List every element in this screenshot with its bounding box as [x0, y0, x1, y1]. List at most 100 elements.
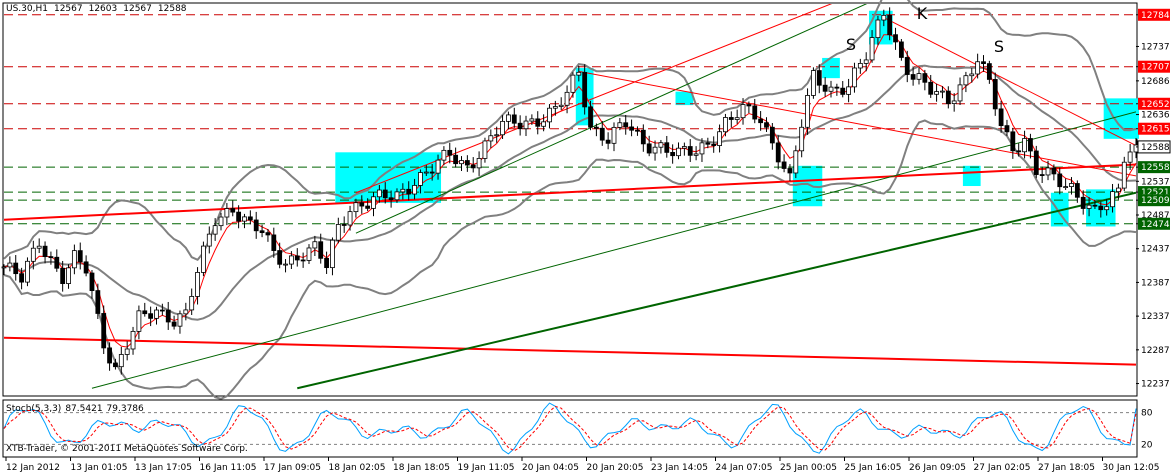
bollinger-bands — [3, 0, 1137, 400]
highlight-zone — [335, 152, 442, 203]
price-tick-label: 12537 — [1141, 177, 1170, 187]
candle-body — [154, 309, 159, 319]
price-tick-label: 12487 — [1141, 211, 1170, 221]
candle-body — [494, 134, 500, 137]
candle-body — [811, 70, 816, 96]
candle-body — [60, 267, 66, 284]
candle-body — [277, 250, 283, 265]
time-axis: 12 Jan 2012 13 Jan 01:05 13 Jan 17:05 16 Ja… — [5, 457, 1159, 473]
candle-body — [1092, 204, 1098, 207]
candle-body — [576, 71, 582, 76]
candle-body — [19, 273, 24, 283]
stoch-signal-value: 79.3786 — [106, 404, 144, 414]
candle-body — [48, 256, 54, 259]
candle-body — [36, 245, 42, 249]
head-label: K — [917, 4, 928, 23]
candle-body — [136, 310, 142, 332]
candle-body — [740, 104, 746, 119]
candle-body — [893, 34, 898, 43]
price-tick-label: 12737 — [1141, 42, 1170, 52]
time-tick-label: 24 Jan 07:05 — [716, 463, 773, 473]
candle-body — [652, 146, 658, 154]
candle-body — [834, 86, 840, 89]
candle-body — [412, 185, 417, 195]
candle-body — [511, 114, 517, 124]
candle-body — [165, 309, 171, 323]
price-tick-label: 12784 — [1141, 11, 1170, 21]
candle-body — [629, 126, 634, 131]
candle-body — [558, 104, 564, 107]
candle-body — [752, 105, 758, 120]
trend-lines — [4, 4, 1136, 390]
candle-body — [359, 202, 365, 207]
candle-body — [857, 63, 863, 69]
candle-body — [89, 272, 95, 292]
candle-body — [500, 120, 505, 136]
candle-body — [95, 290, 101, 314]
stochastic-panel: 80 20 — [2, 399, 1153, 458]
candle-body — [435, 159, 441, 174]
candle-body — [159, 309, 165, 312]
candle-body — [1086, 204, 1092, 209]
candle-body — [945, 90, 951, 104]
candle-body — [734, 117, 740, 120]
candle-body — [30, 247, 36, 262]
candle-body — [552, 106, 558, 109]
candle-body — [482, 140, 488, 159]
price-tick-label: 12707 — [1141, 63, 1170, 73]
price-panel: S K S — [1, 0, 1139, 400]
time-tick-label: 18 Jan 18:05 — [393, 463, 450, 473]
highlight-zone — [675, 91, 694, 106]
candle-body — [464, 160, 470, 166]
candle-body — [1127, 151, 1133, 163]
bollinger-upper — [3, 0, 1137, 262]
highlight-zone — [822, 57, 840, 79]
copyright-text: XTB-Trader, © 2001-2011 MetaQuotes Softw… — [6, 444, 248, 454]
open-value: 12567 — [53, 4, 83, 14]
candle-body — [113, 362, 118, 368]
candle-body — [816, 70, 822, 86]
time-tick-label: 23 Jan 14:05 — [651, 463, 708, 473]
candle-body — [1, 266, 7, 269]
candle-body — [101, 313, 107, 349]
candle-body — [265, 232, 271, 236]
candle-body — [7, 262, 13, 268]
candle-body — [711, 143, 717, 146]
price-tick-label: 12509 — [1141, 196, 1170, 206]
candle-body — [799, 126, 805, 152]
candle-body — [294, 255, 300, 261]
candle-body — [910, 74, 916, 80]
candle-body — [42, 245, 48, 258]
candle-body — [400, 188, 406, 193]
candle-body — [1098, 205, 1104, 211]
candle-body — [441, 149, 447, 161]
low-value: 12567 — [123, 4, 152, 14]
candle-body — [570, 74, 576, 93]
candle-body — [218, 216, 224, 227]
candle-body — [863, 59, 869, 64]
candle-body — [852, 67, 857, 88]
candle-body — [951, 100, 957, 104]
trend-line — [883, 17, 1136, 147]
candle-body — [335, 224, 341, 241]
candle-body — [1104, 206, 1110, 211]
symbol-header: US.30,H1 12567 12603 12567 12588 — [6, 4, 193, 14]
price-tick-label: 12337 — [1141, 312, 1170, 322]
time-tick-label: 18 Jan 02:05 — [329, 463, 386, 473]
candle-body — [992, 79, 998, 110]
candle-body — [201, 245, 206, 273]
candle-body — [429, 171, 435, 174]
candle-body — [664, 142, 670, 153]
candle-body — [1022, 138, 1027, 153]
time-tick-label: 20 Jan 04:05 — [522, 463, 579, 473]
candle-body — [283, 263, 288, 266]
candle-body — [1051, 167, 1057, 175]
candle-body — [183, 309, 189, 315]
candle-body — [969, 73, 975, 77]
candle-body — [593, 126, 599, 129]
candle-body — [230, 208, 236, 213]
candle-body — [206, 233, 212, 247]
trend-line — [4, 336, 1136, 366]
candle-body — [388, 197, 394, 201]
